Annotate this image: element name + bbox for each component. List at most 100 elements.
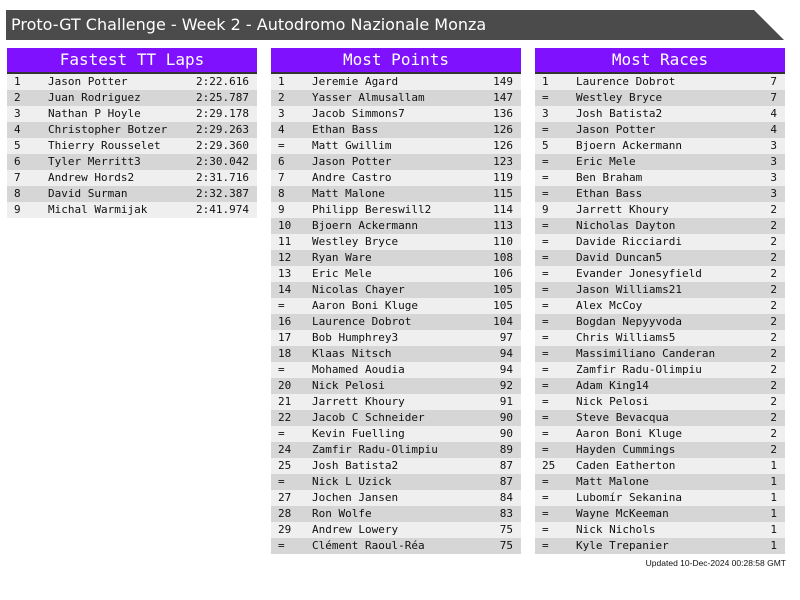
rank-cell: = — [542, 443, 549, 456]
driver-name-cell: Ben Braham — [576, 171, 643, 184]
value-cell: 1 — [770, 491, 777, 504]
driver-name-cell: Westley Bryce — [312, 235, 399, 248]
rank-cell: 4 — [14, 123, 21, 136]
value-cell: 2 — [770, 427, 777, 440]
table-body: 1 Laurence Dobrot 7 = Westley Bryce 7 3 Josh Ba… — [535, 74, 785, 554]
rank-cell: 6 — [278, 155, 285, 168]
value-cell: 90 — [499, 427, 513, 440]
value-cell: 2 — [770, 219, 777, 232]
value-cell: 84 — [499, 491, 513, 504]
driver-name-cell: Chris Williams5 — [576, 331, 676, 344]
table-row: 29 Andrew Lowery 75 — [271, 522, 521, 538]
value-cell: 136 — [493, 107, 513, 120]
rank-cell: = — [278, 363, 285, 376]
driver-name-cell: Josh Batista2 — [312, 459, 399, 472]
value-cell: 2:32.387 — [196, 187, 249, 200]
rank-cell: 27 — [278, 491, 292, 504]
table-row: = Westley Bryce 7 — [535, 90, 785, 106]
table-row: 4 Christopher Botzer 2:29.263 — [7, 122, 257, 138]
rank-cell: 13 — [278, 267, 292, 280]
value-cell: 3 — [770, 171, 777, 184]
table-row: 10 Bjoern Ackermann 113 — [271, 218, 521, 234]
table-row: 24 Zamfir Radu-Olimpiu 89 — [271, 442, 521, 458]
table-row: = Bogdan Nepyyvoda 2 — [535, 314, 785, 330]
table-row: 1 Laurence Dobrot 7 — [535, 74, 785, 90]
value-cell: 2 — [770, 315, 777, 328]
driver-name-cell: Jacob C Schneider — [312, 411, 425, 424]
value-cell: 115 — [493, 187, 513, 200]
table-row: = Adam King14 2 — [535, 378, 785, 394]
driver-name-cell: Kyle Trepanier — [576, 539, 669, 552]
table-heading: Most Races — [535, 48, 785, 74]
value-cell: 4 — [770, 123, 777, 136]
driver-name-cell: Eric Mele — [576, 155, 636, 168]
driver-name-cell: Bob Humphrey3 — [312, 331, 399, 344]
rank-cell: 9 — [542, 203, 549, 216]
rank-cell: 7 — [14, 171, 21, 184]
value-cell: 110 — [493, 235, 513, 248]
value-cell: 1 — [770, 475, 777, 488]
driver-name-cell: Jeremie Agard — [312, 75, 399, 88]
value-cell: 94 — [499, 347, 513, 360]
rank-cell: = — [542, 491, 549, 504]
table-row: 9 Philipp Bereswill2 114 — [271, 202, 521, 218]
rank-cell: = — [542, 91, 549, 104]
rank-cell: 18 — [278, 347, 292, 360]
value-cell: 2 — [770, 443, 777, 456]
table-row: = Aaron Boni Kluge 2 — [535, 426, 785, 442]
rank-cell: 5 — [542, 139, 549, 152]
table-row: = Clément Raoul-Réa 75 — [271, 538, 521, 554]
value-cell: 1 — [770, 507, 777, 520]
table-row: = Wayne McKeeman 1 — [535, 506, 785, 522]
table-row: 5 Thierry Rousselet 2:29.360 — [7, 138, 257, 154]
table-row: 8 Matt Malone 115 — [271, 186, 521, 202]
driver-name-cell: Nicolas Chayer — [312, 283, 405, 296]
table-heading: Fastest TT Laps — [7, 48, 257, 74]
rank-cell: 24 — [278, 443, 292, 456]
table-row: 3 Jacob Simmons7 136 — [271, 106, 521, 122]
value-cell: 7 — [770, 75, 777, 88]
driver-name-cell: Jarrett Khoury — [312, 395, 405, 408]
driver-name-cell: Massimiliano Canderan — [576, 347, 716, 360]
rank-cell: 1 — [278, 75, 285, 88]
rank-cell: = — [542, 219, 549, 232]
table-row: 7 Andre Castro 119 — [271, 170, 521, 186]
table-row: = Jason Williams21 2 — [535, 282, 785, 298]
driver-name-cell: Aaron Boni Kluge — [576, 427, 682, 440]
rank-cell: 4 — [278, 123, 285, 136]
value-cell: 2 — [770, 379, 777, 392]
value-cell: 91 — [499, 395, 513, 408]
rank-cell: = — [542, 411, 549, 424]
rank-cell: = — [542, 331, 549, 344]
rank-cell: = — [278, 139, 285, 152]
table-row: = Nicholas Dayton 2 — [535, 218, 785, 234]
driver-name-cell: Westley Bryce — [576, 91, 663, 104]
driver-name-cell: Andre Castro — [312, 171, 392, 184]
rank-cell: = — [542, 427, 549, 440]
driver-name-cell: Jason Potter — [48, 75, 128, 88]
driver-name-cell: Zamfir Radu-Olimpiu — [576, 363, 702, 376]
value-cell: 2:29.263 — [196, 123, 249, 136]
driver-name-cell: Nick Pelosi — [312, 379, 385, 392]
value-cell: 2 — [770, 203, 777, 216]
driver-name-cell: Laurence Dobrot — [576, 75, 676, 88]
rank-cell: = — [542, 267, 549, 280]
table-row: 18 Klaas Nitsch 94 — [271, 346, 521, 362]
table-row: 25 Josh Batista2 87 — [271, 458, 521, 474]
value-cell: 105 — [493, 283, 513, 296]
value-cell: 2 — [770, 299, 777, 312]
value-cell: 114 — [493, 203, 513, 216]
driver-name-cell: Josh Batista2 — [576, 107, 663, 120]
table-row: 6 Jason Potter 123 — [271, 154, 521, 170]
value-cell: 123 — [493, 155, 513, 168]
rank-cell: = — [542, 363, 549, 376]
rank-cell: 7 — [278, 171, 285, 184]
rank-cell: = — [542, 283, 549, 296]
value-cell: 2 — [770, 331, 777, 344]
table-row: = Eric Mele 3 — [535, 154, 785, 170]
rank-cell: = — [542, 155, 549, 168]
value-cell: 2 — [770, 411, 777, 424]
value-cell: 92 — [499, 379, 513, 392]
rank-cell: 3 — [14, 107, 21, 120]
value-cell: 75 — [499, 539, 513, 552]
